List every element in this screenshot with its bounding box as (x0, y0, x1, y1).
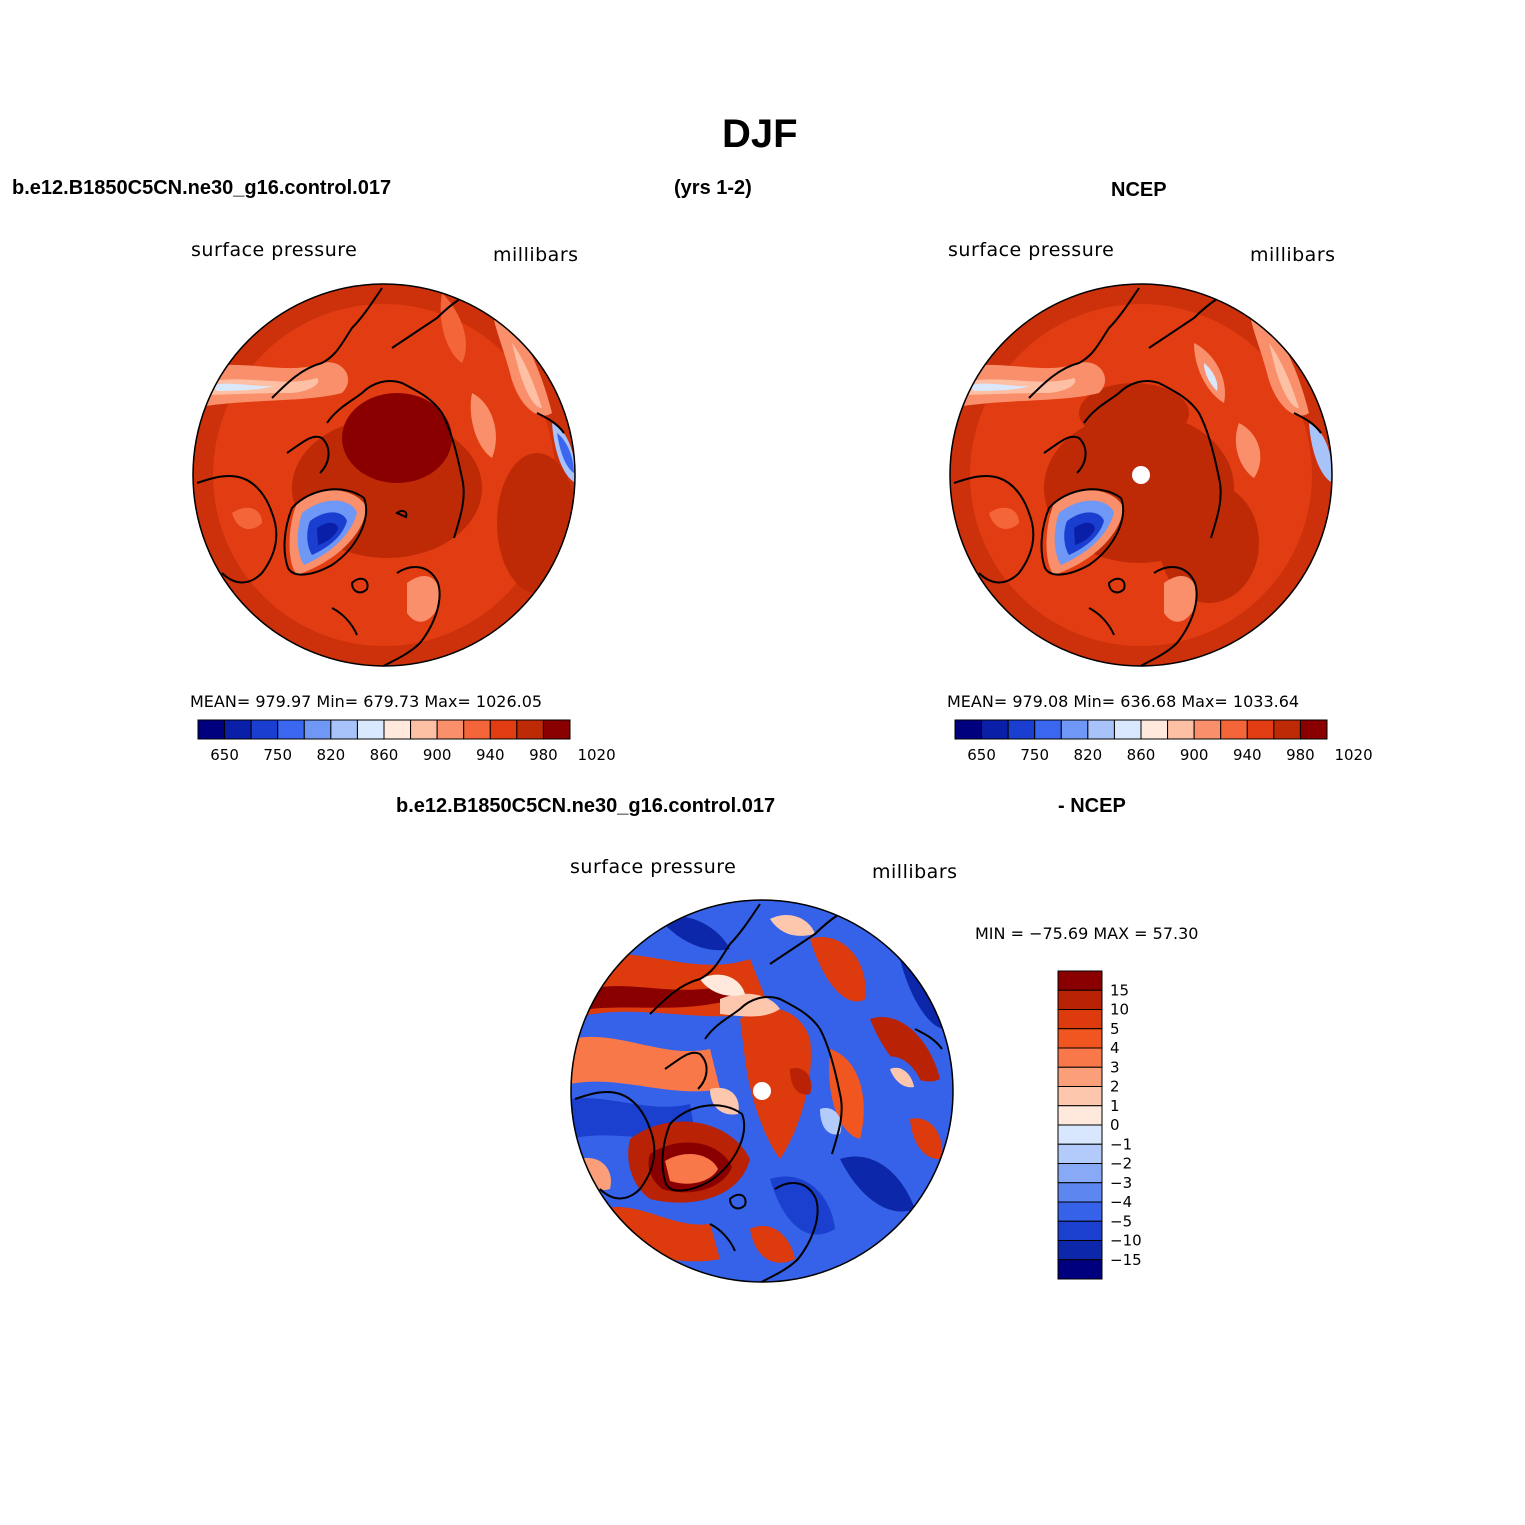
obs-colorbar-swatch (1140, 719, 1169, 740)
top-left-header: b.e12.B1850C5CN.ne30_g16.control.017 (12, 177, 392, 199)
model-colorbar-tick-label: 750 (263, 746, 292, 764)
diff-colorbar-tick-label: 2 (1110, 1078, 1120, 1096)
obs-colorbar-tick-label: 900 (1180, 746, 1209, 764)
diff-colorbar-swatch (1057, 1009, 1103, 1030)
obs-colorbar-swatch (1167, 719, 1195, 740)
model-colorbar-tick-label: 940 (476, 746, 505, 764)
obs-colorbar-swatch (1220, 719, 1248, 740)
diff-colorbar-swatch (1057, 1240, 1103, 1261)
model-colorbar-swatch (330, 719, 358, 740)
obs-colorbar-swatch (1087, 719, 1115, 740)
bottom-header-right: - NCEP (1058, 795, 1126, 817)
diff-colorbar-swatch (1057, 1086, 1103, 1107)
diff-colorbar-swatch (1057, 1220, 1103, 1241)
diff-colorbar-tick-label: −15 (1110, 1251, 1142, 1269)
diff-units-label: millibars (872, 861, 958, 883)
diff-colorbar-tick-label: −3 (1110, 1174, 1132, 1192)
model-colorbar-tick-label: 860 (370, 746, 399, 764)
obs-colorbar-tick-label: 650 (967, 746, 996, 764)
diff-colorbar-tick-label: −1 (1110, 1135, 1132, 1153)
obs-stats: MEAN= 979.08 Min= 636.68 Max= 1033.64 (947, 692, 1300, 711)
model-polar-map (192, 283, 576, 667)
model-colorbar-tick-label: 650 (210, 746, 239, 764)
diff-colorbar-swatch (1057, 1201, 1103, 1222)
obs-colorbar-tick-label: 820 (1074, 746, 1103, 764)
diff-colorbar-swatch (1057, 1105, 1103, 1126)
diff-colorbar-tick-label: 3 (1110, 1058, 1120, 1076)
obs-colorbar-swatch (1007, 719, 1036, 740)
model-colorbar-swatch (542, 719, 571, 740)
model-colorbar-swatch (516, 719, 544, 740)
top-right-header: NCEP (1111, 179, 1167, 201)
model-colorbar-swatch (410, 719, 438, 740)
obs-variable-label: surface pressure (948, 239, 1115, 261)
diff-colorbar-tick-label: 15 (1110, 981, 1129, 999)
top-center-header: (yrs 1-2) (674, 177, 752, 199)
model-colorbar-tick-label: 900 (423, 746, 452, 764)
model-stats: MEAN= 979.97 Min= 679.73 Max= 1026.05 (190, 692, 543, 711)
obs-colorbar-swatch (981, 719, 1009, 740)
diff-colorbar-swatch (1057, 1124, 1103, 1145)
model-colorbar-swatch (356, 719, 385, 740)
model-colorbar-swatch (436, 719, 465, 740)
diff-colorbar-tick-label: −10 (1110, 1232, 1142, 1250)
figure-title: DJF (722, 112, 798, 156)
obs-colorbar-swatch (1246, 719, 1275, 740)
model-variable-label: surface pressure (191, 239, 358, 261)
diff-colorbar-swatch (1057, 989, 1103, 1010)
obs-polar-map (949, 283, 1333, 667)
model-colorbar-swatch (463, 719, 491, 740)
obs-colorbar-swatch (1113, 719, 1142, 740)
diff-colorbar-swatch (1057, 1259, 1103, 1280)
diff-variable-label: surface pressure (570, 856, 737, 878)
diff-colorbar-swatch (1057, 970, 1103, 991)
model-colorbar: 650 750 820 860 900 940 980 1020 (197, 719, 616, 764)
model-colorbar-swatch (383, 719, 412, 740)
obs-colorbar-swatch (954, 719, 983, 740)
model-colorbar-swatch (489, 719, 518, 740)
diff-colorbar-tick-label: −4 (1110, 1193, 1132, 1211)
model-colorbar-swatch (197, 719, 226, 740)
diff-colorbar-swatch (1057, 1028, 1103, 1049)
obs-colorbar: 650 750 820 860 900 940 980 1020 (954, 719, 1373, 764)
diff-polar-map (570, 899, 954, 1283)
model-colorbar-tick-label: 820 (317, 746, 346, 764)
model-colorbar-swatch (224, 719, 252, 740)
obs-colorbar-tick-label: 1020 (1334, 746, 1372, 764)
model-colorbar-swatch (277, 719, 305, 740)
diff-colorbar-swatch (1057, 1143, 1103, 1164)
diff-colorbar-tick-label: 5 (1110, 1020, 1120, 1038)
obs-colorbar-tick-label: 980 (1286, 746, 1315, 764)
obs-colorbar-swatch (1273, 719, 1301, 740)
obs-colorbar-tick-label: 940 (1233, 746, 1262, 764)
obs-colorbar-swatch (1060, 719, 1089, 740)
diff-colorbar-swatch (1057, 1163, 1103, 1184)
model-units-label: millibars (493, 244, 579, 266)
diff-colorbar-tick-label: 0 (1110, 1116, 1120, 1134)
model-colorbar-swatch (303, 719, 332, 740)
diff-colorbar-swatch (1057, 1047, 1103, 1068)
obs-colorbar-swatch (1034, 719, 1062, 740)
obs-colorbar-tick-label: 750 (1020, 746, 1049, 764)
model-colorbar-swatch (250, 719, 279, 740)
diff-colorbar-tick-label: 10 (1110, 1001, 1129, 1019)
diff-colorbar-tick-label: −5 (1110, 1212, 1132, 1230)
diff-colorbar-tick-label: 4 (1110, 1039, 1120, 1057)
obs-colorbar-swatch (1299, 719, 1328, 740)
diff-colorbar-swatch (1057, 1066, 1103, 1087)
bottom-header-left: b.e12.B1850C5CN.ne30_g16.control.017 (396, 795, 776, 817)
diff-stats: MIN = −75.69 MAX = 57.30 (975, 924, 1199, 943)
obs-colorbar-swatch (1193, 719, 1222, 740)
diff-colorbar-tick-label: −2 (1110, 1155, 1132, 1173)
diff-colorbar-tick-label: 1 (1110, 1097, 1120, 1115)
model-colorbar-tick-label: 1020 (577, 746, 615, 764)
obs-units-label: millibars (1250, 244, 1336, 266)
diff-colorbar-swatch (1057, 1182, 1103, 1203)
model-colorbar-tick-label: 980 (529, 746, 558, 764)
obs-colorbar-tick-label: 860 (1127, 746, 1156, 764)
